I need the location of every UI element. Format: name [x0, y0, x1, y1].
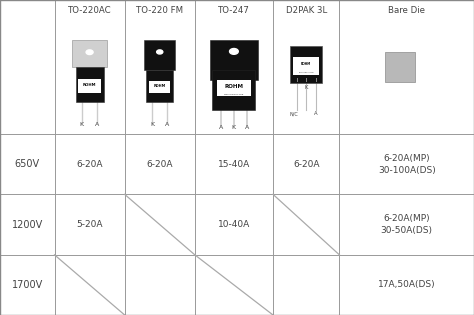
- Bar: [212, 70, 255, 111]
- Text: ROHM: ROHM: [83, 83, 96, 87]
- Text: N/C: N/C: [290, 112, 299, 116]
- Circle shape: [86, 50, 93, 54]
- Text: A: A: [165, 122, 169, 127]
- Text: A: A: [245, 125, 249, 130]
- Text: 5-20A: 5-20A: [76, 220, 103, 229]
- Text: 6-20A: 6-20A: [293, 160, 319, 169]
- Text: A: A: [95, 122, 100, 127]
- Text: 1700V: 1700V: [12, 280, 43, 290]
- Text: K: K: [80, 122, 84, 127]
- Bar: [293, 57, 319, 75]
- Text: TO-247: TO-247: [218, 6, 250, 15]
- Text: SEMICONDUCTOR: SEMICONDUCTOR: [299, 72, 314, 73]
- Text: A: A: [314, 112, 318, 116]
- Circle shape: [229, 49, 238, 54]
- Text: TO-220 FM: TO-220 FM: [136, 6, 183, 15]
- Text: ROHM: ROHM: [301, 62, 311, 66]
- Text: 6-20A: 6-20A: [76, 160, 103, 169]
- Bar: [78, 79, 101, 93]
- Bar: [144, 40, 175, 70]
- Text: SEMICONDUCTOR: SEMICONDUCTOR: [224, 94, 244, 95]
- Text: D2PAK 3L: D2PAK 3L: [285, 6, 327, 15]
- Bar: [210, 40, 258, 80]
- Text: 6-20A: 6-20A: [146, 160, 173, 169]
- Text: K: K: [304, 85, 308, 89]
- Bar: [149, 81, 170, 93]
- Text: 650V: 650V: [15, 159, 40, 169]
- Bar: [385, 52, 415, 82]
- Bar: [75, 67, 104, 102]
- Text: 1200V: 1200V: [12, 220, 43, 230]
- Bar: [72, 40, 107, 67]
- Bar: [146, 70, 173, 102]
- Text: ROHM: ROHM: [154, 84, 166, 88]
- Text: 6-20A(MP)
30-50A(DS): 6-20A(MP) 30-50A(DS): [381, 214, 433, 235]
- Text: TO-220AC: TO-220AC: [68, 6, 111, 15]
- Text: Bare Die: Bare Die: [388, 6, 425, 15]
- Text: 17A,50A(DS): 17A,50A(DS): [378, 280, 436, 289]
- Circle shape: [156, 50, 163, 54]
- Text: 10-40A: 10-40A: [218, 220, 250, 229]
- Text: ROHM: ROHM: [224, 84, 244, 89]
- Text: A: A: [219, 125, 223, 130]
- Bar: [217, 79, 251, 96]
- Bar: [290, 46, 322, 83]
- Text: K: K: [232, 125, 236, 130]
- Text: K: K: [150, 122, 155, 127]
- Text: 15-40A: 15-40A: [218, 160, 250, 169]
- Text: 6-20A(MP)
30-100A(DS): 6-20A(MP) 30-100A(DS): [378, 154, 436, 175]
